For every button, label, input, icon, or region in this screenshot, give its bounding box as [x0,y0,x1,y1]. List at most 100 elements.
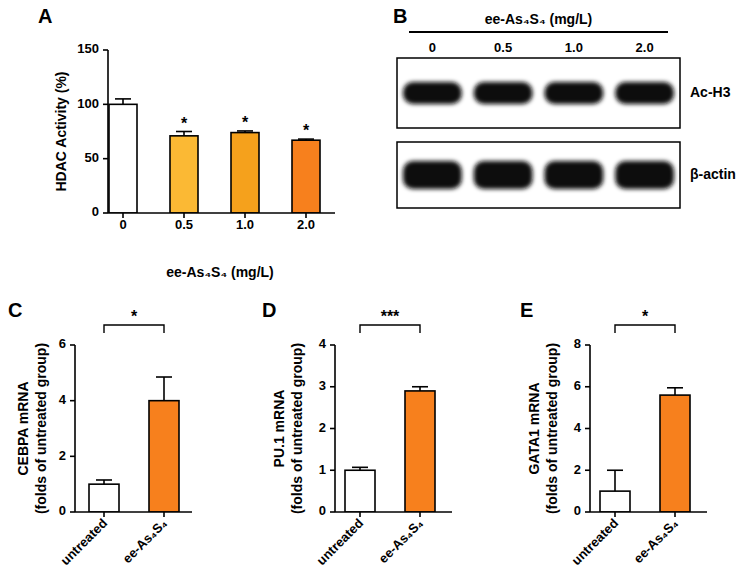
bar [660,395,690,512]
lane-label: 1.0 [565,40,583,55]
y-tick-label: 6 [59,336,66,351]
blot-box [397,58,680,128]
y-tick [103,158,108,160]
band [474,82,533,104]
error-line [122,99,124,104]
x-tick [359,512,361,517]
y-label: GATA1 mRNA [526,382,542,474]
panel-1: Bee-As₄S₄ (mg/L)00.51.02.0Ac-H3β-actin [393,5,736,208]
y-label: CEBPA mRNA [15,381,31,475]
error-cap [607,469,623,471]
significance: * [131,308,138,325]
error-line [674,388,676,395]
y-label: (folds of untreated group) [544,343,560,514]
error-cap [667,387,683,389]
y-tick-label: 2 [59,448,66,463]
bar [345,470,375,512]
bar [149,401,179,512]
y-tick-label: 50 [85,150,99,165]
x-axis [108,212,335,214]
x-tick-label: 2.0 [297,217,315,232]
row-label: Ac-H3 [690,84,731,100]
band [403,161,462,189]
error-bar [607,470,623,491]
bar [170,136,198,213]
error-cap [156,376,172,378]
panel-0: A05010015000.51.02.0HDAC Activity (%)ee-… [38,5,335,280]
y-tick-label: 4 [59,392,67,407]
y-tick-label: 2 [574,462,581,477]
y-tick [330,428,335,430]
x-tick-label: 0 [119,217,126,232]
band [403,82,462,104]
y-tick [330,386,335,388]
x-axis [590,511,707,513]
y-label: PU.1 mRNA [271,390,287,468]
panel-4: E02468untreatedee-As₄S₄GATA1 mRNA(folds … [520,299,707,568]
band [615,82,674,104]
x-tick [674,512,676,517]
panel-letter: E [520,299,533,321]
error-cap [115,98,131,100]
error-bar [237,131,253,133]
y-label: (folds of untreated group) [289,343,305,514]
bar [89,484,119,512]
panel-letter: A [38,5,52,27]
y-label: (folds of untreated group) [33,343,49,514]
x-tick [103,512,105,517]
x-tick-label: ee-As₄S₄ [631,516,682,567]
x-tick-label: 1.0 [236,217,254,232]
x-axis [75,511,192,513]
significance: * [303,122,310,139]
bar [109,104,137,213]
figure: A05010015000.51.02.0HDAC Activity (%)ee-… [0,0,750,575]
y-tick-label: 3 [319,378,326,393]
title-line [409,31,668,33]
bars [109,99,320,213]
y-tick-label: 4 [574,420,582,435]
error-cap [412,386,428,388]
error-bar [115,99,131,104]
significance: * [642,308,649,325]
panel-letter: B [393,5,407,27]
bars [345,387,435,512]
bar [600,491,630,512]
y-tick [330,344,335,346]
y-axis [107,50,109,213]
y-tick-label: 4 [319,336,327,351]
y-tick-label: 0 [319,503,326,518]
bar [405,391,435,512]
error-cap [96,479,112,481]
bar [292,140,320,213]
x-tick [419,512,421,517]
y-tick [585,469,590,471]
error-bar [298,139,314,140]
significance-bracket [615,325,675,333]
significance: *** [381,308,400,325]
bars [89,377,179,512]
panel-letter: D [262,299,276,321]
y-tick [585,344,590,346]
x-tick-label: ee-As₄S₄ [120,516,171,567]
x-tick-label: untreated [569,515,622,568]
bar [231,133,259,213]
significance-bracket [360,325,420,333]
y-tick-label: 0 [59,503,66,518]
y-tick-label: 8 [574,336,581,351]
bars [600,388,690,512]
band [545,82,604,104]
error-bar [667,388,683,395]
band [474,161,533,189]
y-tick-label: 150 [77,41,99,56]
significance-bracket [104,325,164,333]
panel-2: C0246untreatedee-As₄S₄CEBPA mRNA(folds o… [8,299,192,568]
band [615,161,674,189]
band [545,161,604,189]
blot-box [397,142,680,208]
y-tick-label: 6 [574,378,581,393]
y-tick [70,344,75,346]
y-tick [70,400,75,402]
error-bar [96,480,112,484]
lane-label: 2.0 [636,40,654,55]
row-label: β-actin [690,166,736,182]
